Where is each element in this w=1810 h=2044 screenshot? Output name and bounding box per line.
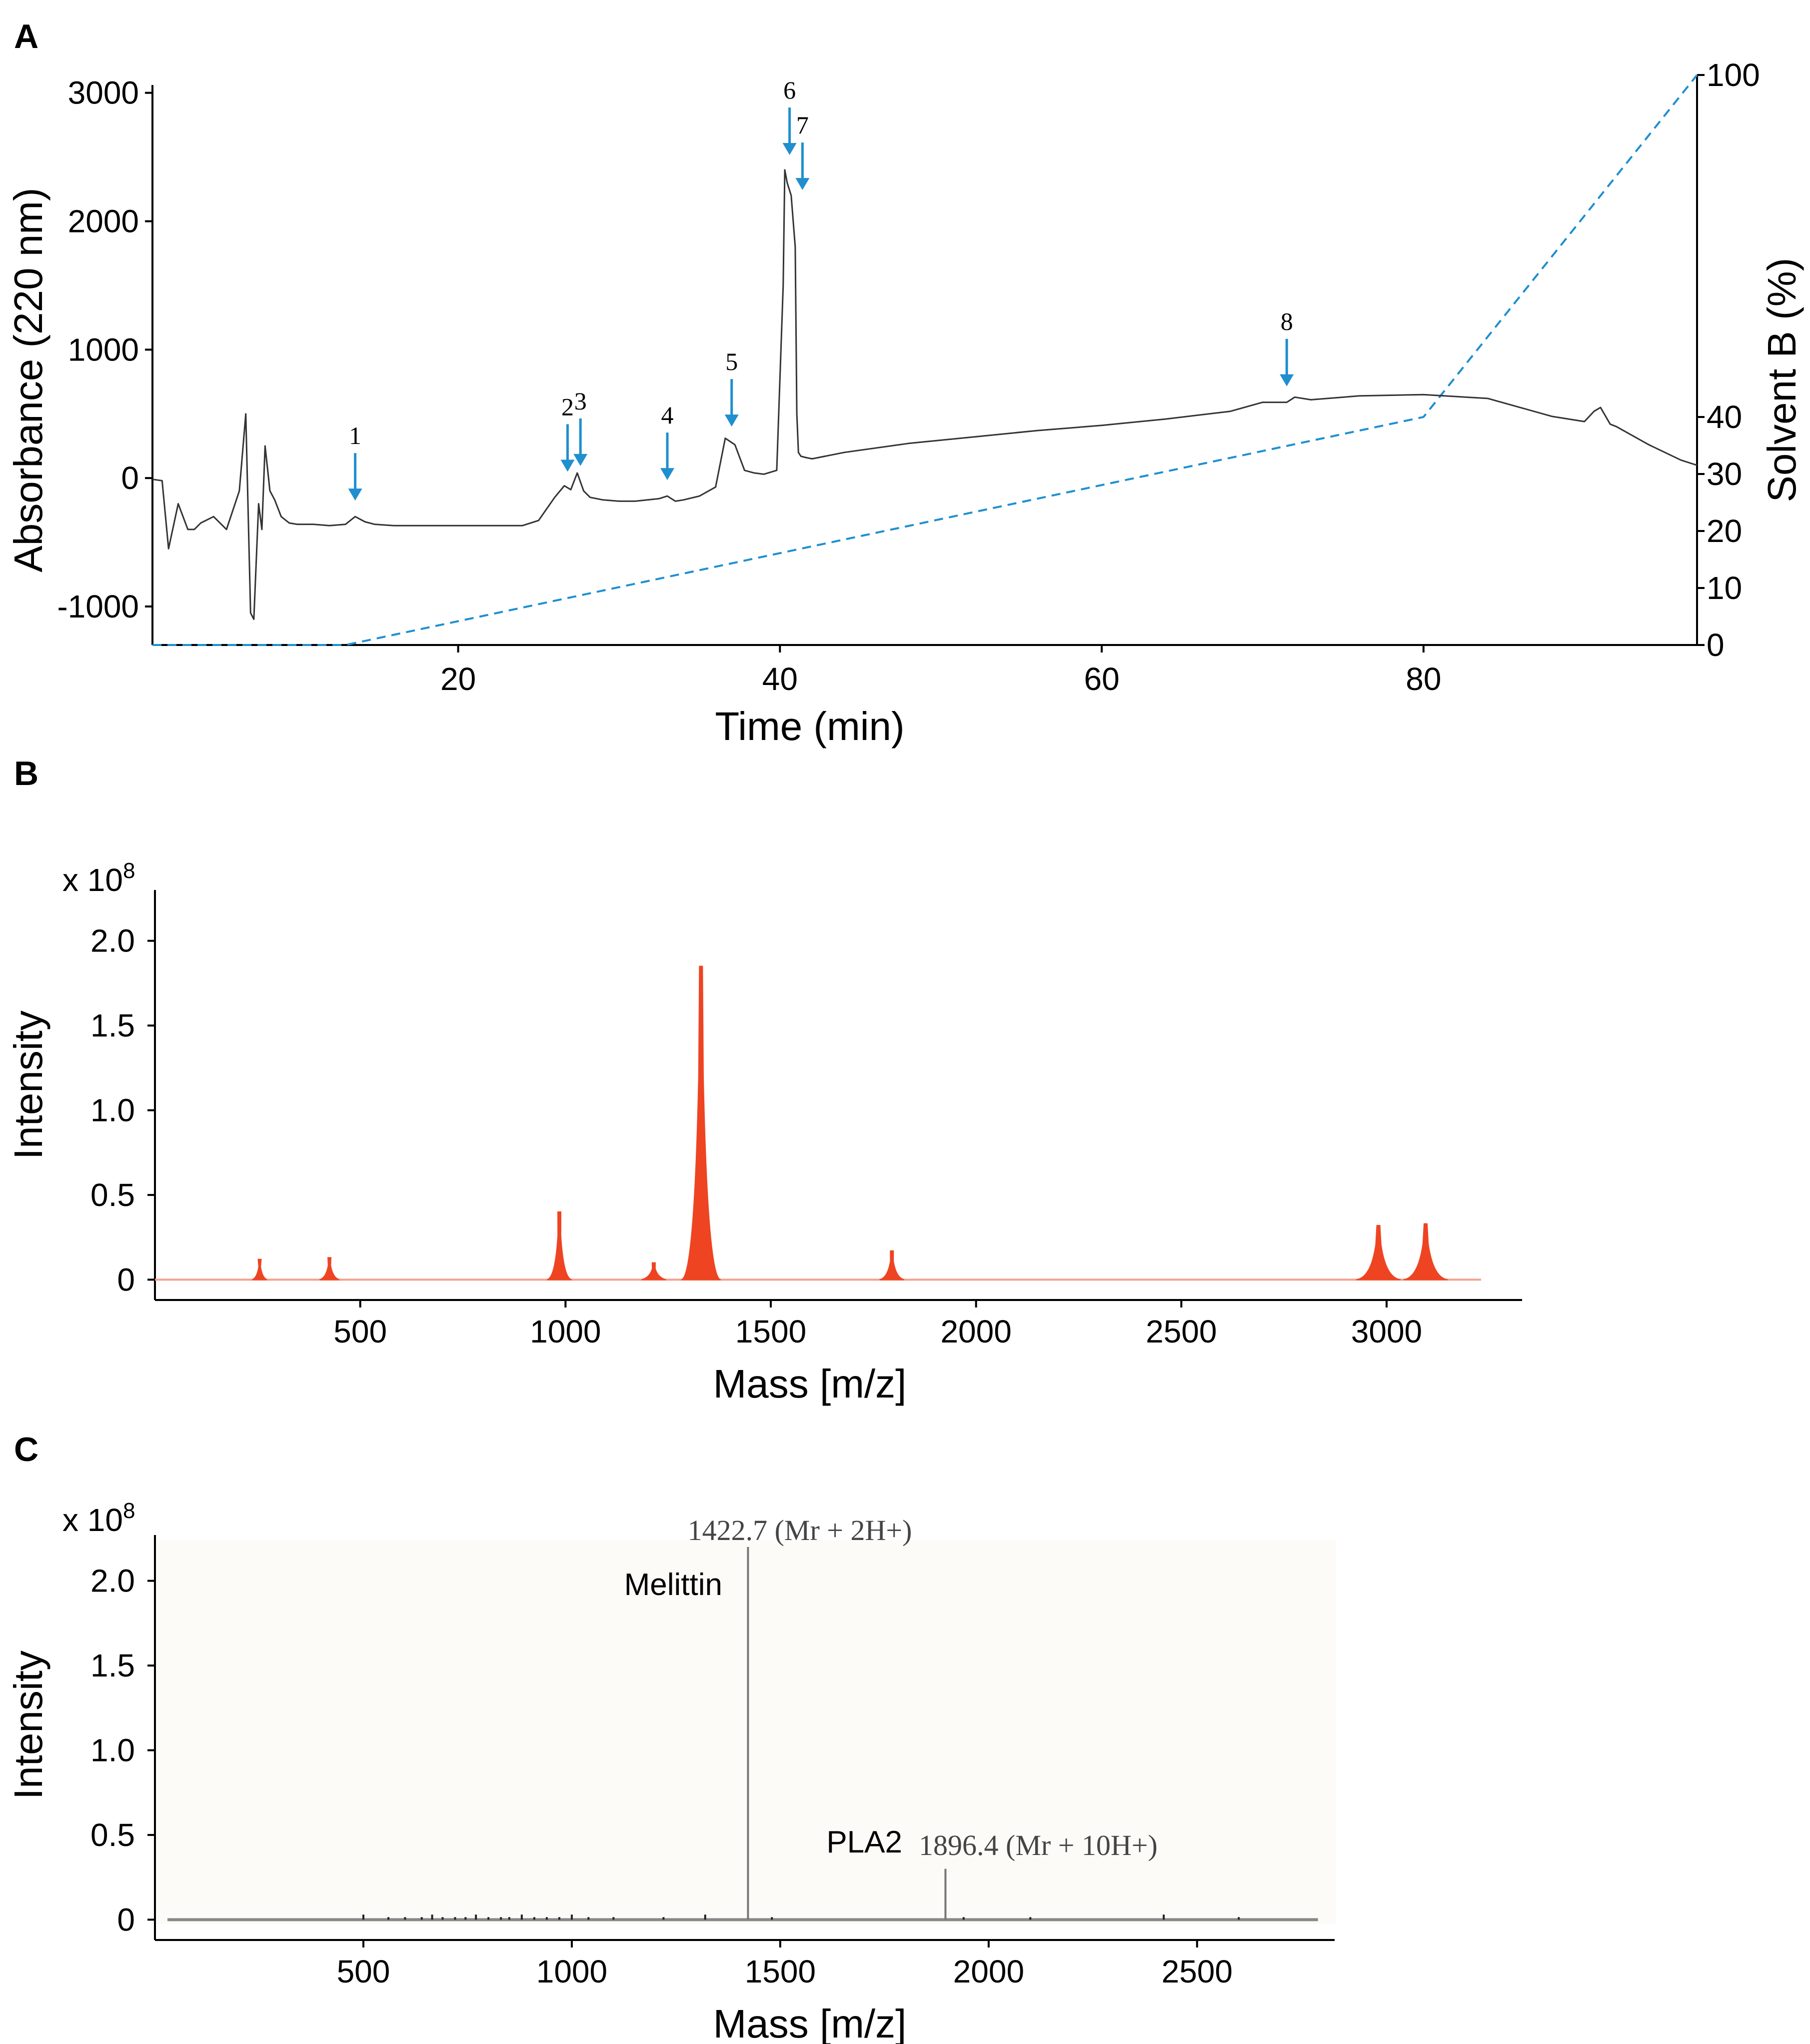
panel-a-peak-label-1: 1 [349, 422, 361, 450]
panel-c-y-scale-base: x 10 [62, 1502, 123, 1538]
panel-a-x-tick-label-1: 40 [762, 661, 798, 697]
panel-a-y2-tick-label-1: 40 [1707, 399, 1742, 435]
panel-b-peak-6 [1356, 1224, 1401, 1280]
panel-a-x-tick-label-2: 60 [1084, 661, 1119, 697]
panel-c-melittin-label: Melittin [624, 1568, 722, 1602]
panel-b: B x 108 Intensity Mass [m/z] 2.0 1.5 1.0 0.… [6, 754, 1522, 1406]
panel-c-melittin-mz-label: 1422.7 (Mr + 2H+) [688, 1514, 912, 1546]
panel-a-arrow-head-1 [348, 488, 362, 501]
panel-a-arrow-head-4 [660, 468, 674, 480]
panel-a-peak-label-3: 3 [574, 387, 587, 415]
panel-b-letter: B [14, 754, 38, 792]
panel-b-x-tick-label-3: 2000 [940, 1314, 1011, 1350]
panel-b-ylabel: Intensity [6, 1010, 50, 1160]
panel-c-y-tick-label-2: 1.0 [90, 1732, 135, 1768]
panel-b-y-tick-label-3: 0.5 [90, 1177, 135, 1213]
panel-c-ylabel: Intensity [6, 1650, 50, 1800]
panel-a-y-tick-label-2: 1000 [68, 332, 139, 368]
panel-a-peak-label-6: 6 [783, 76, 796, 104]
panel-a-y-tick-label-3: 0 [121, 460, 139, 496]
panel-b-peak-5 [879, 1250, 905, 1280]
panel-a-letter: A [14, 18, 38, 56]
panel-a-arrow-head-7 [795, 178, 810, 190]
panel-c-y-tick-label-3: 0.5 [90, 1817, 135, 1853]
panel-a-y2-tick-label-3: 20 [1707, 513, 1742, 549]
panel-b-xlabel: Mass [m/z] [713, 1362, 907, 1406]
panel-c-peaks [747, 1546, 947, 1920]
panel-b-peak-2 [546, 1211, 572, 1280]
panel-a-x-tick-label-3: 80 [1406, 661, 1441, 697]
panel-c: C x 108 Intensity Mass [m/z] 2.0 1.5 1.0 0.… [6, 1430, 1336, 2044]
panel-a-y2label: Solvent B (%) [1760, 258, 1804, 502]
panel-b-x-tick-label-0: 500 [333, 1314, 387, 1350]
panel-b-peak-7 [1403, 1223, 1448, 1280]
panel-a-arrow-head-2 [560, 460, 575, 472]
panel-b-peak-0 [252, 1258, 267, 1280]
panel-a-y2-tick-label-2: 30 [1707, 456, 1742, 492]
panel-c-pla2-mz-label: 1896.4 (Mr + 10H+) [919, 1829, 1158, 1862]
panel-a-x-tick-label-0: 20 [440, 661, 476, 697]
panel-b-peak-3 [641, 1262, 666, 1280]
panel-b-x-tick-label-4: 2500 [1146, 1314, 1217, 1350]
panel-a-y-tick-label-4: -1000 [57, 588, 139, 624]
panel-b-x-ticks: 500 1000 1500 2000 2500 3000 [333, 1300, 1422, 1350]
panel-a: A Absorbance (220 nm) Solvent B (%) Time… [6, 18, 1804, 748]
panel-b-y-scale-exp: 8 [123, 858, 135, 883]
panel-c-y-scale: x 108 [62, 1498, 135, 1538]
panel-a-y-tick-label-0: 3000 [68, 75, 139, 111]
panel-a-xlabel: Time (min) [715, 704, 904, 748]
panel-b-x-tick-label-2: 1500 [735, 1314, 806, 1350]
panel-b-y-ticks: 2.0 1.5 1.0 0.5 0 [90, 923, 155, 1298]
panel-c-y-scale-exp: 8 [123, 1498, 135, 1523]
panel-b-y-scale-base: x 10 [62, 862, 123, 898]
panel-c-x-ticks: 500 1000 1500 2000 2500 [337, 1940, 1233, 1990]
panel-c-x-tick-label-4: 2500 [1162, 1954, 1233, 1990]
panel-c-x-tick-label-0: 500 [337, 1954, 390, 1990]
panel-a-arrow-head-3 [573, 454, 588, 466]
panel-c-x-tick-label-3: 2000 [953, 1954, 1024, 1990]
panel-c-x-tick-label-1: 1000 [536, 1954, 607, 1990]
panel-a-y-ticks: 3000 2000 1000 0 -1000 [57, 75, 152, 624]
panel-a-peak-label-7: 7 [796, 111, 809, 139]
panel-a-x-ticks: 20 40 60 80 [440, 645, 1441, 697]
panel-b-peak-1 [319, 1257, 340, 1280]
panel-a-arrow-head-6 [782, 143, 797, 155]
panel-b-peak-4 [681, 966, 721, 1280]
panel-c-xlabel: Mass [m/z] [713, 2002, 907, 2044]
panel-b-x-tick-label-5: 3000 [1351, 1314, 1422, 1350]
panel-a-y2-tick-label-0: 100 [1707, 57, 1760, 93]
panel-a-peak-label-5: 5 [725, 348, 738, 376]
panel-a-absorbance-trace [152, 169, 1698, 620]
panel-a-arrow-head-8 [1280, 374, 1294, 386]
panel-b-y-tick-label-4: 0 [117, 1262, 135, 1298]
panel-a-solvent-gradient-line [152, 74, 1698, 646]
panel-a-arrow-head-5 [724, 414, 739, 427]
panel-a-peak-label-4: 4 [661, 401, 674, 429]
panel-c-plot-background [156, 1540, 1336, 1924]
panel-a-peak-label-2: 2 [561, 392, 574, 420]
panel-c-x-tick-label-2: 1500 [745, 1954, 816, 1990]
panel-c-y-ticks: 2.0 1.5 1.0 0.5 0 [90, 1563, 155, 1938]
panel-c-y-tick-label-4: 0 [117, 1902, 135, 1938]
panel-c-noise-peaks [362, 1914, 1240, 1920]
panel-a-y2-tick-label-5: 0 [1707, 627, 1725, 663]
panel-c-pla2-label: PLA2 [826, 1825, 902, 1860]
panel-b-peaks [252, 966, 1448, 1280]
panel-b-y-tick-label-2: 1.0 [90, 1092, 135, 1128]
panel-a-ylabel: Absorbance (220 nm) [6, 188, 50, 572]
panel-c-y-tick-label-1: 1.5 [90, 1648, 135, 1684]
panel-c-y-tick-label-0: 2.0 [90, 1563, 135, 1599]
panel-a-peak-label-8: 8 [1281, 308, 1293, 336]
panel-a-y-tick-label-1: 2000 [68, 204, 139, 240]
panel-b-y-tick-label-0: 2.0 [90, 923, 135, 959]
panel-c-letter: C [14, 1430, 38, 1468]
panel-b-y-scale: x 108 [62, 858, 135, 898]
panel-b-y-tick-label-1: 1.5 [90, 1008, 135, 1044]
panel-a-y2-tick-label-4: 10 [1707, 570, 1742, 606]
panel-b-x-tick-label-1: 1000 [530, 1314, 601, 1350]
